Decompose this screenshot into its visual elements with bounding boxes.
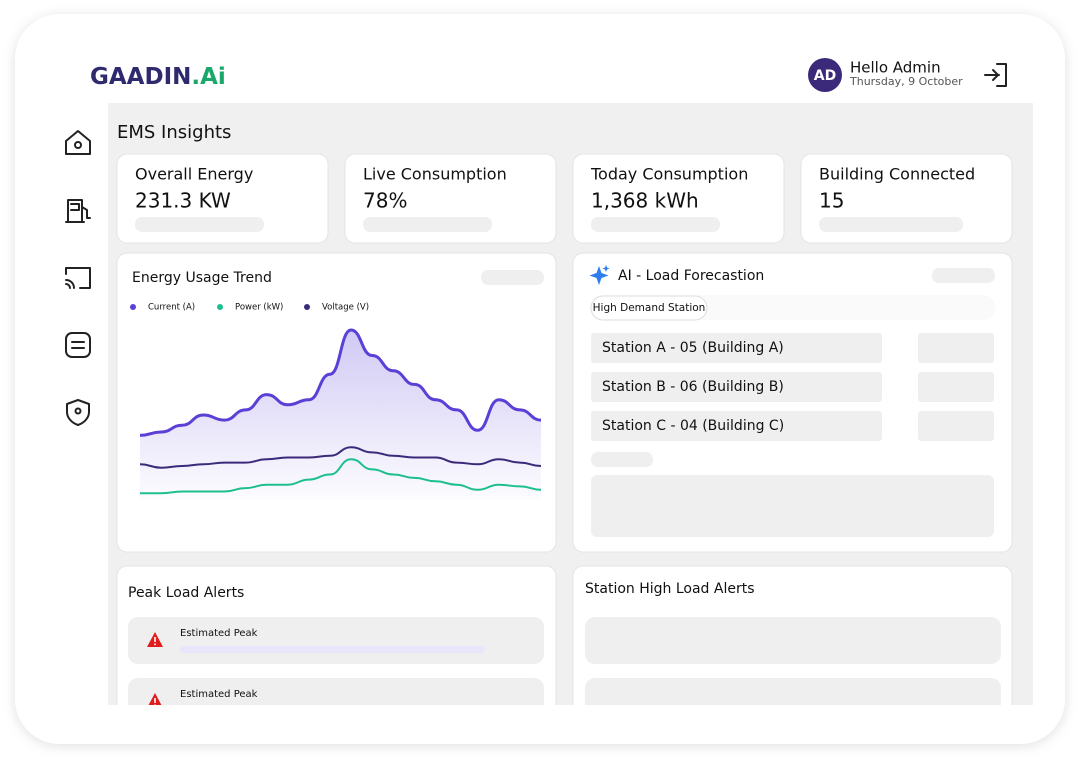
forecast-title: AI - Load Forecastion: [618, 268, 764, 284]
placeholder: [591, 217, 720, 232]
sidebar: [65, 130, 91, 426]
station-row[interactable]: [591, 372, 882, 402]
tag-text: High Demand Station: [593, 302, 706, 314]
station-name: Station B - 06 (Building B): [602, 379, 784, 395]
ai-icon: [589, 266, 609, 285]
placeholder: [918, 333, 994, 363]
alert-bar: [180, 646, 485, 653]
list-lines: [71, 341, 85, 349]
legend-dot: [217, 304, 223, 310]
alert-label: Estimated Peak: [180, 628, 258, 639]
stat-value: 78%: [363, 189, 407, 213]
stat-value: 15: [819, 189, 844, 213]
alert-row[interactable]: [128, 678, 544, 725]
placeholder: [932, 268, 995, 283]
ai-icon-small: [602, 265, 610, 272]
stat-value: 231.3 KW: [135, 189, 231, 213]
chart-title: Energy Usage Trend: [132, 270, 272, 286]
station-name: Station C - 04 (Building C): [602, 418, 784, 434]
greeting: Hello Admin: [850, 59, 941, 77]
alert-row[interactable]: [128, 617, 544, 664]
shield-icon[interactable]: [66, 399, 90, 426]
legend-dot: [304, 304, 310, 310]
line: [140, 458, 542, 495]
stat-label: Building Connected: [819, 165, 975, 184]
list-icon[interactable]: [65, 332, 91, 358]
station-row[interactable]: [591, 333, 882, 363]
legend-label: Current (A): [148, 303, 195, 313]
placeholder: [591, 452, 653, 467]
placeholder: [363, 217, 492, 232]
placeholder: [481, 270, 544, 285]
logo: GAADIN.Ai: [90, 64, 226, 90]
stat-value: 1,368 kWh: [591, 189, 699, 213]
stat-label: Today Consumption: [590, 165, 748, 184]
fuel-icon[interactable]: [65, 199, 91, 223]
placeholder: [918, 372, 994, 402]
placeholder: [585, 678, 1001, 705]
page-title: EMS Insights: [117, 122, 231, 143]
line: [139, 328, 542, 437]
tag-pill[interactable]: [590, 295, 708, 321]
logout-icon[interactable]: [984, 63, 1007, 87]
home-dot: [74, 141, 82, 149]
legend-dot: [130, 304, 136, 310]
line: [139, 446, 542, 469]
placeholder: [135, 217, 264, 232]
station-row[interactable]: [591, 411, 882, 441]
placeholder: [918, 411, 994, 441]
home-icon[interactable]: [65, 130, 91, 155]
placeholder: [819, 217, 963, 232]
cast-icon[interactable]: [65, 267, 91, 289]
placeholder: [585, 617, 1001, 664]
station-alert-title: Station High Load Alerts: [585, 581, 755, 597]
warning-mark: [154, 698, 156, 703]
peak-title: Peak Load Alerts: [128, 585, 244, 601]
warning-dot: [154, 704, 156, 705]
placeholder: [591, 475, 994, 537]
stat-label: Overall Energy: [135, 165, 253, 184]
station-name: Station A - 05 (Building A): [602, 340, 784, 356]
avatar[interactable]: [808, 58, 842, 92]
stat-label: Live Consumption: [363, 165, 507, 184]
avatar-initials: AD: [814, 68, 836, 84]
alert-label: Estimated Peak: [180, 689, 258, 700]
warning-dot: [154, 643, 156, 646]
legend-label: Voltage (V): [322, 303, 369, 313]
date: Thursday, 9 October: [849, 75, 963, 88]
legend-label: Power (kW): [235, 303, 283, 313]
shield-dot: [74, 407, 82, 415]
warning-mark: [154, 637, 156, 642]
